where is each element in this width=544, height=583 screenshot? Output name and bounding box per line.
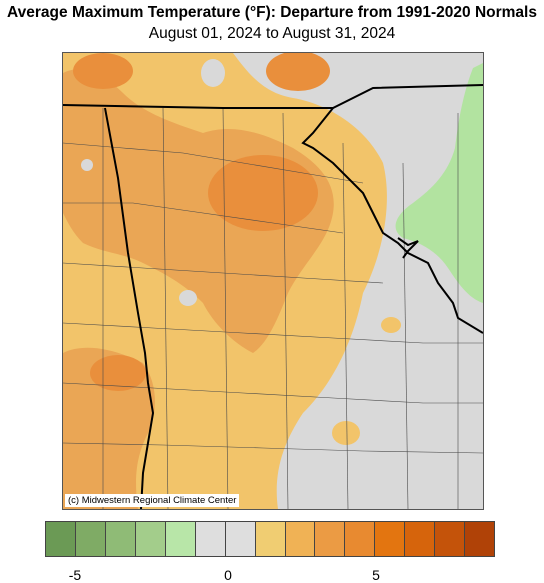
hot-spot-north (266, 53, 330, 91)
warm-spot-east (332, 421, 360, 445)
state-boundaries (63, 84, 483, 509)
hot-spot-central (208, 155, 318, 231)
legend-swatch (46, 522, 76, 556)
near-normal-patch (179, 290, 197, 306)
cool-anomaly-region (395, 63, 483, 303)
legend-swatch (345, 522, 376, 556)
legend-swatch (465, 522, 495, 556)
map-subtitle: August 01, 2024 to August 31, 2024 (148, 25, 396, 42)
legend-swatch (165, 522, 196, 556)
hot-spot-northwest (73, 53, 133, 89)
legend-swatch (225, 522, 256, 556)
legend-swatch (435, 522, 466, 556)
legend-swatch (105, 522, 136, 556)
near-normal-patch (81, 159, 93, 171)
hot-spot-southwest (90, 355, 146, 391)
legend-swatch (195, 522, 226, 556)
legend-swatch (285, 522, 316, 556)
map-title: Average Maximum Temperature (°F): Depart… (7, 4, 537, 21)
legend-swatch (255, 522, 286, 556)
legend-tick-label: 0 (224, 567, 232, 583)
temperature-departure-map: (c) Midwestern Regional Climate Center (62, 52, 484, 510)
credit-label: (c) Midwestern Regional Climate Center (65, 494, 240, 507)
legend-swatch (375, 522, 406, 556)
legend-swatch (135, 522, 166, 556)
warm-anomaly-core (63, 69, 334, 353)
near-normal-patch (201, 59, 225, 87)
legend-swatch (75, 522, 106, 556)
legend-swatch (315, 522, 346, 556)
color-scale-legend (45, 521, 495, 557)
county-boundaries (63, 107, 483, 509)
legend-swatch (405, 522, 436, 556)
legend-tick-label: 5 (372, 567, 380, 583)
map-canvas (63, 53, 483, 509)
warm-spot-east (381, 317, 401, 333)
legend-tick-label: -5 (68, 567, 82, 583)
